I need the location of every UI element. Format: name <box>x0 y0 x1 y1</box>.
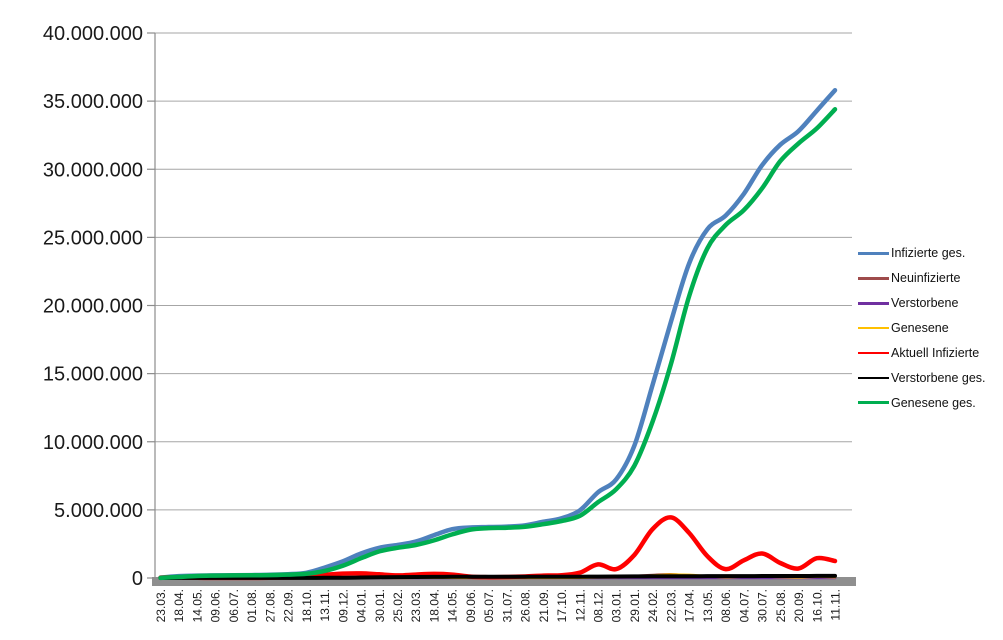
series-line-genesene-ges <box>158 107 838 581</box>
y-axis-label: 10.000.000 <box>43 432 143 454</box>
x-axis-label: 09.12. <box>336 589 350 622</box>
x-axis-label: 31.07. <box>500 589 514 622</box>
x-axis-label: 18.04. <box>172 589 186 622</box>
legend-swatch-neuinfizierte <box>858 277 889 280</box>
legend-label: Genesene <box>891 321 949 336</box>
series-line-infizierte-ges <box>158 87 838 580</box>
legend-swatch-infizierte-ges <box>858 252 889 255</box>
legend-label: Genesene ges. <box>891 395 976 410</box>
x-axis-label: 13.05. <box>701 589 715 622</box>
legend-swatch-genesene-ges <box>858 401 889 405</box>
legend-label: Neuinfizierte <box>891 271 961 286</box>
x-axis-label: 30.07. <box>756 589 770 622</box>
legend-item-verstorbene-ges: Verstorbene ges. <box>858 365 986 390</box>
x-axis-label: 04.01. <box>355 589 369 622</box>
x-axis-label: 30.01. <box>373 589 387 622</box>
y-axis-label: 15.000.000 <box>43 364 143 386</box>
x-axis-label: 13.11. <box>318 589 332 621</box>
legend-swatch-genesene <box>858 326 889 330</box>
x-axis-label: 29.01. <box>628 589 642 622</box>
chart-legend: Infizierte ges. Neuinfizierte Verstorbene G… <box>858 241 986 415</box>
x-axis-label: 22.09. <box>282 589 296 622</box>
legend-label: Verstorbene <box>891 296 959 311</box>
x-axis-label: 17.10. <box>555 589 569 622</box>
legend-item-genesene: Genesene <box>858 316 986 341</box>
legend-swatch-aktuell-infizierte <box>858 351 889 355</box>
legend-label: Aktuell Infizierte <box>891 346 980 360</box>
y-axis-label: 25.000.000 <box>43 227 143 249</box>
legend-label: Verstorbene ges. <box>891 370 986 385</box>
legend-label: Infizierte ges. <box>891 246 966 261</box>
legend-swatch-verstorbene-ges <box>858 376 889 380</box>
x-axis-label: 27.08. <box>263 589 277 622</box>
x-axis-label: 18.04. <box>427 589 441 622</box>
x-axis-label: 05.07. <box>482 589 496 622</box>
x-axis-label: 14.05. <box>190 589 204 622</box>
y-axis-label: 35.000.000 <box>43 91 143 113</box>
x-axis-label: 23.03. <box>409 589 423 622</box>
x-axis-label: 08.06. <box>719 589 733 622</box>
legend-item-verstorbene: Verstorbene <box>858 291 986 316</box>
x-axis-label: 01.08. <box>245 589 259 622</box>
x-axis-label: 26.08. <box>519 589 533 622</box>
x-axis-bar <box>152 577 856 586</box>
x-axis-label: 08.12. <box>592 589 606 622</box>
series-line-verstorbene-ges <box>158 573 837 580</box>
legend-item-infizierte-ges: Infizierte ges. <box>858 241 986 266</box>
x-axis-label: 25.08. <box>774 589 788 622</box>
x-axis-label: 12.11. <box>573 589 587 621</box>
y-axis-label: 30.000.000 <box>43 159 143 181</box>
x-axis-label: 20.09. <box>792 589 806 622</box>
x-axis-label: 22.03. <box>664 589 678 622</box>
y-axis-label: 40.000.000 <box>43 23 143 45</box>
y-axis-label: 0 <box>132 568 143 590</box>
x-axis-label: 16.10. <box>810 589 824 622</box>
x-axis-label: 09.06. <box>209 589 223 622</box>
y-axis-label: 20.000.000 <box>43 296 143 318</box>
x-axis-label: 11.11. <box>829 589 843 621</box>
x-axis-label: 17.04. <box>683 589 697 622</box>
x-axis-label: 23.03. <box>154 589 168 622</box>
y-axis-label: 5.000.000 <box>54 500 143 522</box>
x-axis-label: 14.05. <box>446 589 460 622</box>
legend-item-genesene-ges: Genesene ges. <box>858 390 986 415</box>
x-axis-label: 03.01. <box>610 589 624 622</box>
x-axis-label: 21.09. <box>537 589 551 622</box>
x-axis-label: 06.07. <box>227 589 241 622</box>
legend-item-neuinfizierte: Neuinfizierte <box>858 266 986 291</box>
x-axis-label: 18.10. <box>300 589 314 622</box>
x-axis-label: 09.06. <box>464 589 478 622</box>
x-axis-label: 24.02. <box>646 589 660 622</box>
x-axis-label: 25.02. <box>391 589 405 622</box>
x-axis-label: 04.07. <box>737 589 751 622</box>
legend-swatch-verstorbene <box>858 301 889 305</box>
legend-item-aktuell-infizierte: Aktuell Infizierte <box>858 341 986 366</box>
